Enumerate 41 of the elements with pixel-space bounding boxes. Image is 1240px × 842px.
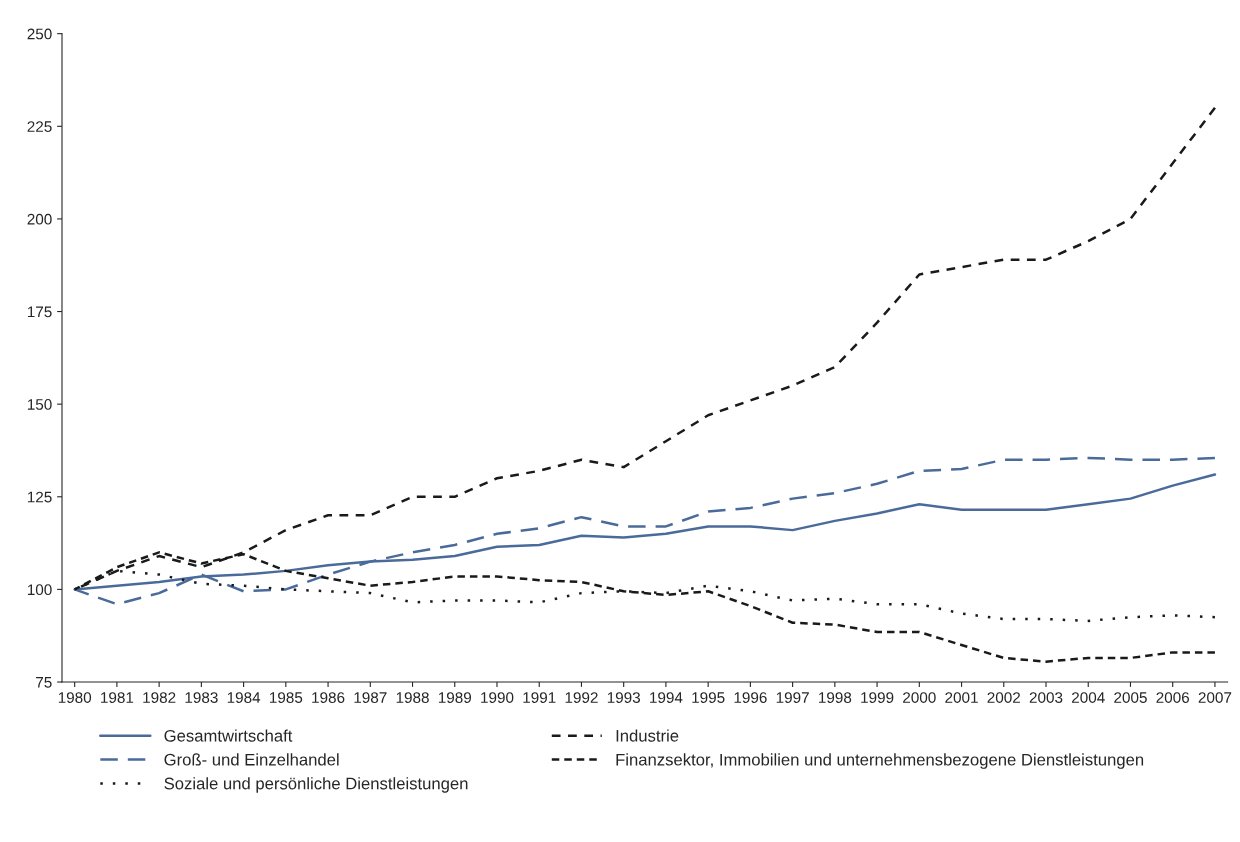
y-tick-label: 75 xyxy=(36,677,52,688)
y-tick-label: 150 xyxy=(27,399,52,410)
x-tick-label: 2002 xyxy=(987,692,1020,703)
legend-label: Finanzsektor, Immobilien und unternehmensbezogene Dienstleistungen xyxy=(616,753,1144,769)
x-tick-label: 1999 xyxy=(861,692,894,703)
x-tick-label: 1998 xyxy=(819,692,852,703)
x-tick-label: 1984 xyxy=(227,692,261,703)
x-tick-label: 1988 xyxy=(396,692,429,703)
x-tick-label: 1982 xyxy=(143,692,176,703)
x-tick-label: 1983 xyxy=(185,692,218,703)
x-tick-label: 1990 xyxy=(481,692,514,703)
x-tick-label: 1991 xyxy=(523,692,556,703)
y-tick-label: 225 xyxy=(27,121,52,132)
x-tick-label: 1980 xyxy=(58,692,92,703)
y-tick-label: 250 xyxy=(27,28,52,40)
x-tick-label: 2003 xyxy=(1029,692,1063,703)
x-tick-label: 1994 xyxy=(650,692,683,703)
x-tick-label: 1989 xyxy=(438,692,472,703)
y-tick-label: 200 xyxy=(27,213,52,225)
legend-label: Industrie xyxy=(616,729,679,742)
x-tick-label: 1981 xyxy=(101,692,134,703)
x-tick-label: 2001 xyxy=(945,692,978,703)
x-tick-label: 1992 xyxy=(565,692,598,703)
y-tick-label: 100 xyxy=(27,584,52,596)
x-tick-label: 1985 xyxy=(270,692,303,703)
x-tick-label: 1986 xyxy=(312,692,345,703)
x-tick-label: 1997 xyxy=(776,692,809,703)
legend-label: Groß- und Einzelhandel xyxy=(164,753,339,766)
legend-label: Gesamtwirtschaft xyxy=(164,729,293,742)
y-tick-label: 175 xyxy=(27,306,52,318)
x-tick-label: 2007 xyxy=(1198,692,1232,703)
y-tick-label: 125 xyxy=(27,491,52,503)
x-tick-label: 1987 xyxy=(354,692,387,703)
x-tick-label: 2004 xyxy=(1072,692,1105,703)
x-tick-label: 2005 xyxy=(1114,692,1147,703)
x-tick-label: 1993 xyxy=(607,692,641,703)
legend-label: Soziale und persönliche Dienstleistungen xyxy=(164,777,468,793)
x-tick-label: 2000 xyxy=(903,692,936,703)
x-tick-label: 1995 xyxy=(692,692,725,703)
x-tick-label: 2006 xyxy=(1156,692,1190,703)
x-tick-label: 1996 xyxy=(734,692,767,703)
